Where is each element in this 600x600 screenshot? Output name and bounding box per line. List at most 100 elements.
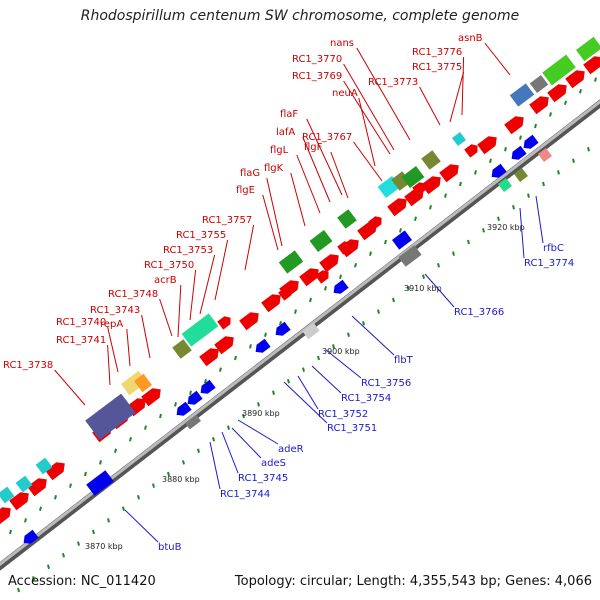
feature-box[interactable] xyxy=(542,54,576,86)
feature-box[interactable] xyxy=(172,339,192,359)
reverse-gene-arrow[interactable] xyxy=(198,379,216,397)
forward-gene-arrow[interactable] xyxy=(199,345,222,367)
gene-label[interactable]: flgF xyxy=(304,142,323,153)
reverse-gene-arrow[interactable] xyxy=(273,321,291,339)
reverse-gene-arrow[interactable] xyxy=(331,279,349,297)
gene-label[interactable]: RC1_3748 xyxy=(108,289,158,300)
gene-label[interactable]: RC1_3740 xyxy=(56,317,106,328)
forward-gene-arrow[interactable] xyxy=(45,459,68,481)
reverse-gene-arrow[interactable] xyxy=(521,134,539,152)
gene-label[interactable]: RC1_3745 xyxy=(238,473,288,484)
gene-label[interactable]: RC1_3770 xyxy=(292,54,342,65)
reverse-gene-arrow[interactable] xyxy=(489,163,507,181)
gene-label[interactable]: flbT xyxy=(394,355,414,366)
forward-gene-arrow[interactable] xyxy=(315,268,331,284)
feature-box[interactable] xyxy=(35,457,53,475)
gene-label[interactable]: RC1_3753 xyxy=(163,245,213,256)
gene-label[interactable]: nans xyxy=(330,38,354,49)
forward-gene-arrow[interactable] xyxy=(261,291,284,313)
forward-strand-genes[interactable] xyxy=(0,53,600,526)
feature-box[interactable] xyxy=(133,373,153,393)
gene-features[interactable] xyxy=(0,36,600,504)
forward-gene-arrow[interactable] xyxy=(278,285,294,301)
feature-box[interactable] xyxy=(278,250,304,274)
gene-label[interactable]: RC1_3751 xyxy=(327,423,377,434)
forward-gene-arrow[interactable] xyxy=(0,504,14,526)
forward-gene-arrow[interactable] xyxy=(368,214,384,230)
feature-box[interactable] xyxy=(398,245,422,267)
gene-label[interactable]: RC1_3754 xyxy=(341,393,391,404)
forward-gene-arrow[interactable] xyxy=(547,81,570,103)
forward-gene-arrow[interactable] xyxy=(504,113,527,135)
reverse-strand-genes[interactable] xyxy=(21,134,539,547)
feature-box[interactable] xyxy=(509,83,535,107)
forward-gene-arrow[interactable] xyxy=(217,314,233,330)
gene-label[interactable]: acrB xyxy=(154,275,177,286)
feature-box[interactable] xyxy=(537,147,553,163)
forward-gene-arrow[interactable] xyxy=(27,475,50,497)
gene-label[interactable]: RC1_3776 xyxy=(412,47,462,58)
forward-gene-arrow[interactable] xyxy=(421,173,444,195)
gene-label[interactable]: flaG xyxy=(240,168,260,179)
feature-box[interactable] xyxy=(15,475,33,493)
feature-box[interactable] xyxy=(0,486,15,504)
forward-gene-arrow[interactable] xyxy=(583,53,600,75)
gene-label[interactable]: RC1_3773 xyxy=(368,77,418,88)
feature-box[interactable] xyxy=(86,470,114,496)
forward-gene-arrow[interactable] xyxy=(319,251,342,273)
feature-box[interactable] xyxy=(513,167,529,183)
forward-gene-arrow[interactable] xyxy=(464,142,480,158)
forward-gene-arrow[interactable] xyxy=(299,265,322,287)
forward-gene-arrow[interactable] xyxy=(141,385,164,407)
reverse-gene-arrow[interactable] xyxy=(21,529,39,547)
gene-label[interactable]: RC1_3757 xyxy=(202,215,252,226)
gene-label[interactable]: RC1_3767 xyxy=(302,132,352,143)
forward-gene-arrow[interactable] xyxy=(357,219,380,241)
gene-label[interactable]: RC1_3752 xyxy=(318,409,368,420)
gene-label[interactable]: flgK xyxy=(264,163,284,174)
forward-gene-arrow[interactable] xyxy=(9,489,32,511)
forward-gene-arrow[interactable] xyxy=(477,133,500,155)
forward-gene-arrow[interactable] xyxy=(412,180,428,196)
feature-box[interactable] xyxy=(181,313,219,347)
gene-label[interactable]: rfbC xyxy=(543,243,564,254)
gene-label[interactable]: lafA xyxy=(276,127,295,138)
forward-gene-arrow[interactable] xyxy=(565,67,588,89)
gene-label[interactable]: RC1_3755 xyxy=(176,230,226,241)
gene-label[interactable]: adeS xyxy=(261,458,286,469)
feature-box[interactable] xyxy=(529,74,549,94)
gene-label[interactable]: adeR xyxy=(278,444,304,455)
gene-label[interactable]: RC1_3750 xyxy=(144,260,194,271)
feature-box[interactable] xyxy=(309,229,333,253)
feature-box[interactable] xyxy=(185,414,201,430)
reverse-gene-arrow[interactable] xyxy=(253,338,271,356)
feature-box[interactable] xyxy=(421,150,441,170)
gene-label[interactable]: RC1_3775 xyxy=(412,62,462,73)
gene-label[interactable]: flaF xyxy=(280,109,298,120)
feature-box[interactable] xyxy=(302,322,320,340)
gene-label[interactable]: repA xyxy=(100,319,123,330)
forward-gene-arrow[interactable] xyxy=(239,309,262,331)
forward-gene-arrow[interactable] xyxy=(387,195,410,217)
forward-gene-arrow[interactable] xyxy=(529,93,552,115)
feature-box[interactable] xyxy=(392,230,412,250)
forward-gene-arrow[interactable] xyxy=(214,333,237,355)
reverse-gene-arrow[interactable] xyxy=(185,390,203,408)
gene-label[interactable]: RC1_3766 xyxy=(454,307,504,318)
feature-box[interactable] xyxy=(337,209,357,229)
gene-label[interactable]: RC1_3741 xyxy=(56,335,106,346)
gene-label[interactable]: RC1_3744 xyxy=(220,489,270,500)
forward-gene-arrow[interactable] xyxy=(337,239,353,255)
gene-label[interactable]: flgE xyxy=(236,185,255,196)
feature-box[interactable] xyxy=(497,177,513,193)
reverse-gene-labels[interactable]: btuB RC1_3744 RC1_3745 adeS adeR RC1_3751 RC1_… xyxy=(158,243,574,553)
gene-label[interactable]: RC1_3743 xyxy=(90,305,140,316)
gene-label[interactable]: asnB xyxy=(458,33,483,44)
gene-label[interactable]: RC1_3738 xyxy=(3,360,53,371)
feature-box[interactable] xyxy=(576,36,600,62)
feature-box[interactable] xyxy=(451,131,467,147)
gene-label[interactable]: neuA xyxy=(332,88,358,99)
gene-label[interactable]: RC1_3756 xyxy=(361,378,411,389)
